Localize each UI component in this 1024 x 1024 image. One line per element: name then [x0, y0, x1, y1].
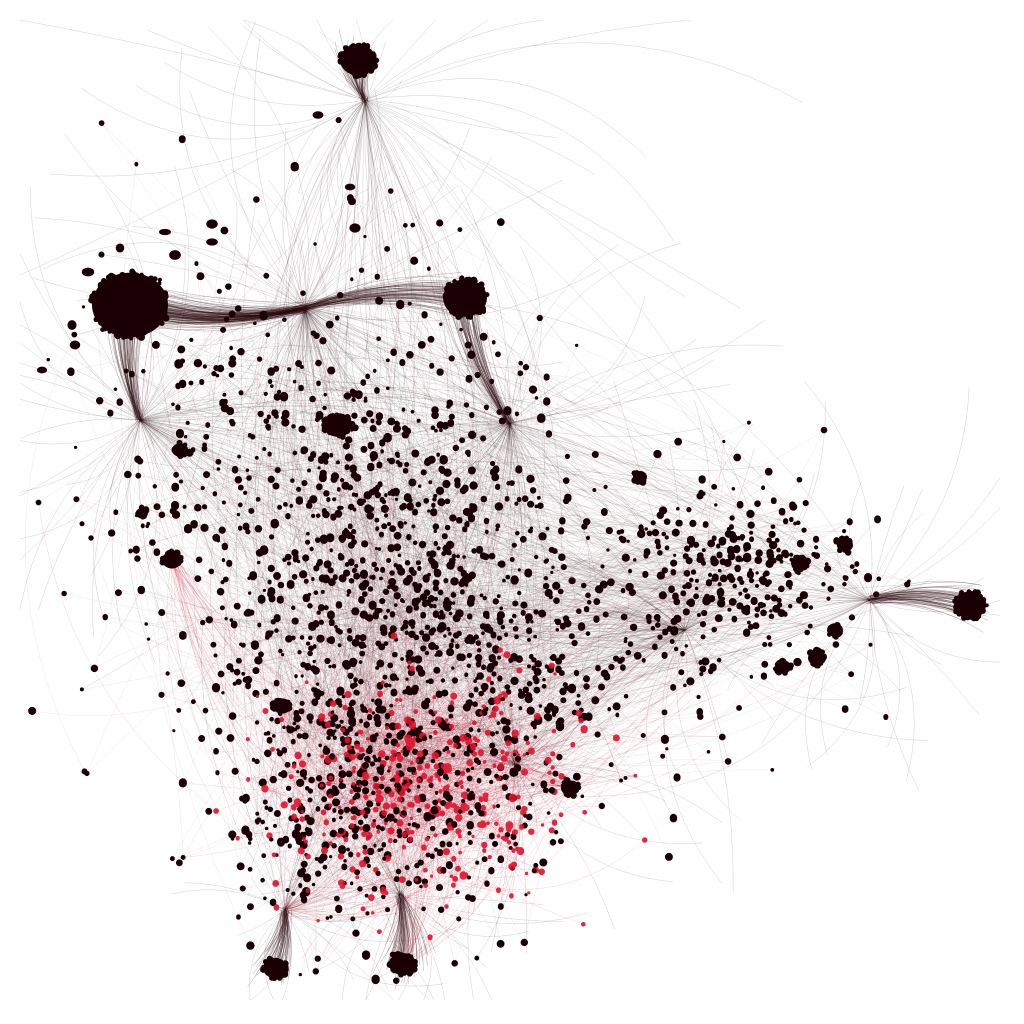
hub-cluster-1 [337, 42, 380, 80]
hub-members [337, 42, 380, 80]
hub-cluster-3 [952, 589, 989, 622]
hub-members [826, 622, 843, 640]
hub-members [88, 268, 170, 341]
satellite-node-7 [206, 219, 218, 229]
hub-cluster-16 [134, 504, 150, 520]
satellite-node-3 [115, 243, 125, 253]
hub-cluster-2 [442, 275, 490, 320]
hub-bundle-7 [372, 890, 436, 990]
hub-cluster-9 [807, 646, 827, 669]
hub-members [171, 439, 188, 459]
satellite-node-8 [312, 111, 324, 119]
hub-fan-edges-5 [141, 351, 1001, 797]
satellite-node-11 [36, 366, 48, 374]
hub-bundle-5 [866, 580, 991, 633]
satellite-node-0 [159, 228, 171, 236]
hub-cluster-4 [259, 955, 289, 982]
satellite-node-10 [349, 223, 361, 233]
hub-cluster-12 [631, 470, 647, 486]
hub-members [807, 646, 827, 669]
satellite-node-1 [206, 238, 218, 246]
hub-members [442, 275, 490, 320]
hub-cluster-8 [791, 554, 812, 575]
hub-members [791, 554, 812, 575]
hub-cluster-13 [171, 439, 188, 459]
hub-cluster-15 [836, 535, 853, 554]
hub-cluster-11 [560, 777, 582, 799]
hub-bundle-6 [247, 906, 293, 988]
hub-cluster-0 [88, 268, 170, 341]
node-layer [28, 117, 911, 985]
hub-cluster-14 [826, 622, 843, 640]
hub-members [159, 548, 184, 566]
hub-members [269, 697, 293, 716]
hub-members [259, 955, 289, 982]
hub-cluster-10 [772, 657, 794, 676]
hub-members [134, 504, 150, 520]
satellite-node-6 [69, 340, 81, 350]
hub-fan-edges-1 [81, 174, 784, 866]
graph-nodes [28, 117, 911, 985]
hub-members [631, 470, 647, 486]
hub-members [560, 777, 582, 799]
hub-members [836, 535, 853, 554]
hub-cluster-5 [386, 951, 418, 978]
satellite-node-9 [344, 183, 356, 191]
hub-members [386, 951, 418, 978]
hub-members [772, 657, 794, 676]
hub-cluster-6 [321, 412, 356, 440]
satellite-node-4 [81, 267, 95, 277]
hub-members [321, 412, 356, 440]
hub-bundle-3 [441, 279, 516, 429]
hub-cluster-17 [269, 697, 293, 716]
satellite-node-2 [169, 250, 181, 260]
hub-members [952, 589, 989, 622]
satellite-node-5 [67, 320, 77, 330]
hub-cluster-7 [159, 548, 184, 569]
hub-fan-edges-0 [33, 20, 869, 934]
hub-cluster-layer [36, 42, 989, 982]
